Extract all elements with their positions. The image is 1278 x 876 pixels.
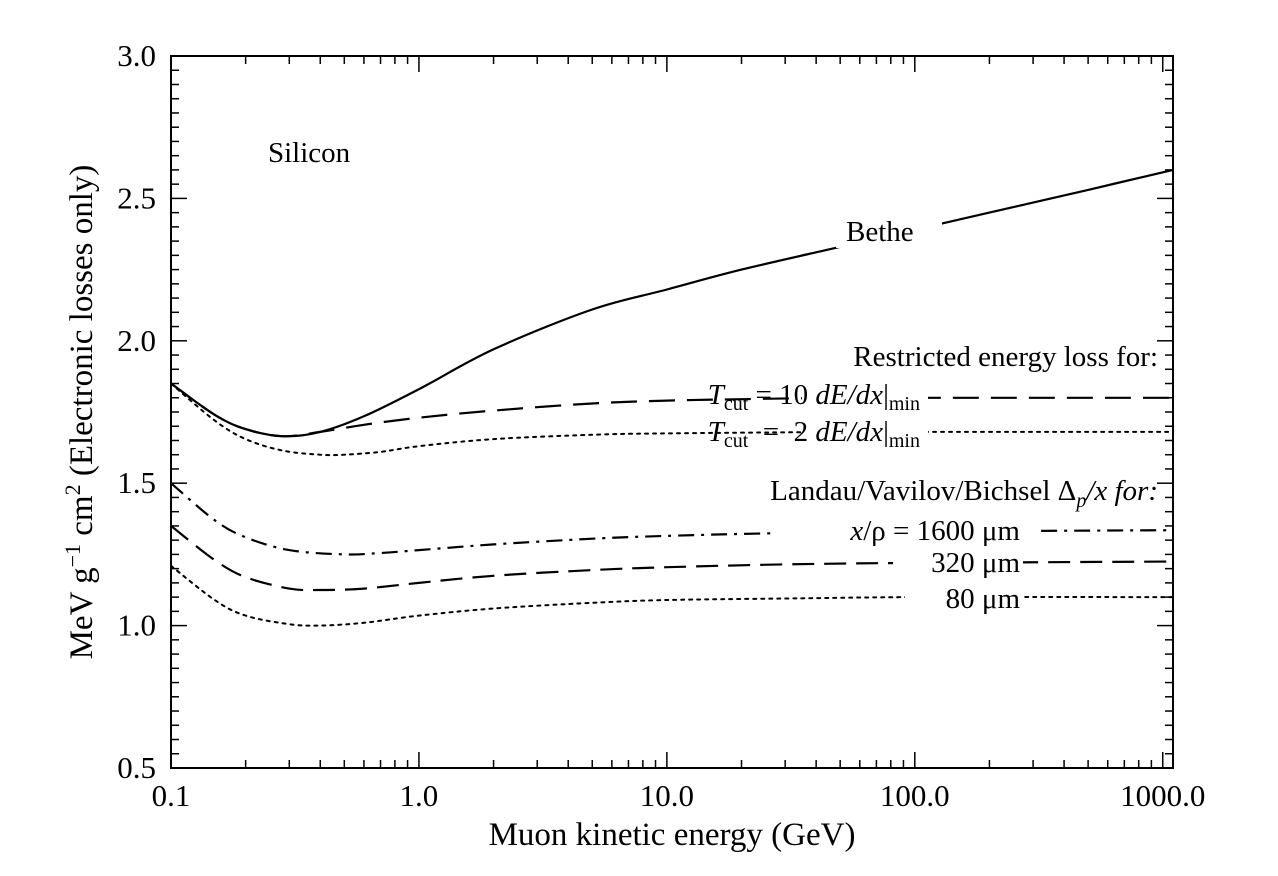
y-axis-title: MeV g−1 cm2 (Electronic losses only): [60, 165, 100, 660]
tcut2-label-bg: [802, 414, 928, 450]
landau1600-label-bg: [775, 512, 1035, 548]
y-tick-label: 1.5: [117, 465, 156, 500]
y-tick-label: 2.5: [117, 180, 156, 215]
series-landau320-line: [170, 525, 1174, 592]
tcut10-label-bg: [802, 374, 928, 414]
bethe-label: Bethe: [846, 216, 914, 248]
landau320-label-bg: [893, 547, 1023, 579]
tick-labels: 0.1 1.0 10.0 100.0 1000.0 0.5 1.0 1.5 2.0 2.5 3.0: [117, 38, 1205, 813]
x-tick-label: 10.0: [640, 778, 694, 813]
tcut2-label: Tcut = 2 dE/dx|min: [708, 416, 920, 452]
bethe-label-bg: [836, 208, 942, 248]
x-tick-label: 1.0: [400, 778, 439, 813]
restricted-group-label: Restricted energy loss for:: [853, 341, 1158, 373]
landau80-label: 80 μm: [946, 583, 1021, 615]
tcut10-label: Tcut = 10 dE/dx|min: [708, 379, 920, 415]
x-tick-label: 0.1: [152, 778, 191, 813]
landau1600-label: x/ρ = 1600 μm: [849, 515, 1020, 547]
x-axis-title: Muon kinetic energy (GeV): [489, 817, 856, 853]
series-landau1600-line: [170, 482, 1174, 556]
plot-frame: [170, 55, 1174, 769]
landau-group-label: Landau/Vavilov/Bichsel Δp/x for:: [770, 475, 1158, 512]
landau80-label-bg: [905, 583, 1023, 615]
x-tick-label: 1000.0: [1120, 778, 1205, 813]
landau320-label: 320 μm: [931, 547, 1020, 579]
y-tick-label: 2.0: [117, 323, 156, 358]
x-tick-label: 100.0: [880, 778, 950, 813]
y-tick-label: 0.5: [117, 750, 156, 785]
y-tick-label: 3.0: [117, 38, 156, 73]
data-curves: [170, 168, 1174, 627]
material-label: Silicon: [268, 137, 351, 169]
y-tick-label: 1.0: [117, 608, 156, 643]
